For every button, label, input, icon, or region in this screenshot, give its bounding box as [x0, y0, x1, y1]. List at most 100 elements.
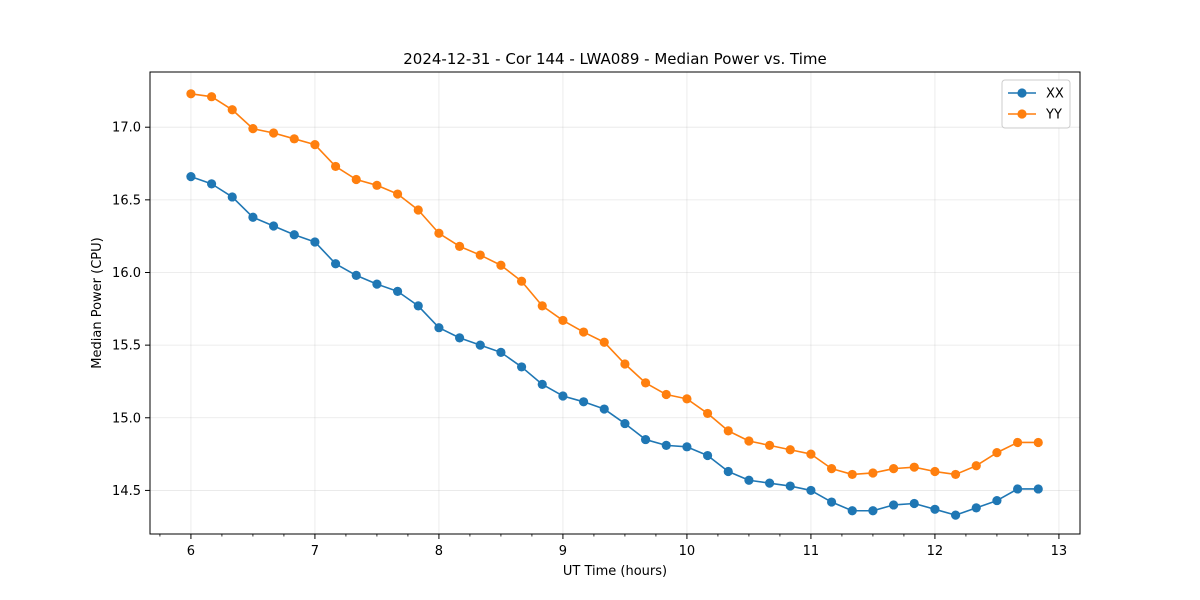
y-tick-label: 16.0: [112, 266, 141, 281]
data-point-yy: [930, 466, 940, 477]
data-point-xx: [806, 485, 816, 496]
data-point-yy: [1012, 437, 1023, 448]
legend-item-xx: XX: [1008, 87, 1064, 102]
data-point-xx: [413, 301, 423, 311]
data-point-yy: [888, 464, 899, 474]
x-tick-label: 13: [1051, 544, 1068, 559]
data-point-yy: [186, 89, 196, 99]
data-point-xx: [909, 498, 919, 509]
chart-title: 2024-12-31 - Cor 144 - LWA089 - Median P…: [403, 50, 827, 68]
legend-label: XX: [1046, 87, 1064, 102]
data-point-xx: [950, 510, 961, 520]
data-point-xx: [206, 179, 217, 189]
data-point-yy: [661, 389, 671, 400]
data-point-xx: [702, 450, 713, 461]
data-point-yy: [206, 92, 217, 102]
data-point-xx: [640, 434, 651, 445]
data-point-xx: [723, 466, 733, 477]
data-point-yy: [516, 276, 527, 286]
x-tick-label: 12: [927, 544, 944, 559]
data-point-xx: [971, 503, 981, 513]
series-xx: [186, 172, 1043, 520]
data-point-yy: [950, 469, 961, 480]
data-point-yy: [558, 315, 568, 326]
y-tick-label: 14.5: [112, 484, 141, 499]
series-layer: [186, 89, 1043, 520]
data-point-xx: [1012, 484, 1023, 494]
data-point-xx: [268, 221, 279, 231]
legend-item-yy: YY: [1008, 108, 1062, 123]
x-tick-label: 10: [679, 544, 696, 559]
data-point-xx: [578, 397, 589, 407]
data-point-yy: [764, 440, 775, 450]
data-point-xx: [599, 404, 609, 414]
data-point-xx: [392, 286, 403, 296]
data-point-xx: [475, 340, 485, 350]
data-point-xx: [744, 475, 754, 485]
data-point-xx: [868, 506, 878, 516]
data-point-yy: [847, 469, 857, 480]
legend: XX YY: [1001, 79, 1071, 129]
data-point-xx: [372, 279, 382, 289]
data-point-yy: [330, 161, 341, 172]
data-point-yy: [620, 359, 630, 369]
data-point-yy: [434, 228, 444, 238]
data-point-xx: [496, 347, 506, 357]
x-tick-label: 6: [187, 544, 195, 559]
data-point-yy: [578, 327, 589, 337]
data-point-yy: [744, 436, 754, 446]
data-point-yy: [268, 128, 279, 138]
data-point-xx: [888, 500, 899, 510]
axes: 6 7 8 9 10 11 12 13 14.5 15.0 15.5 16.0 16.5 17.0: [112, 121, 1067, 559]
data-point-xx: [847, 506, 857, 516]
data-point-yy: [599, 337, 609, 347]
data-point-yy: [868, 468, 878, 478]
data-point-yy: [909, 462, 919, 472]
x-tick-label: 7: [311, 544, 319, 559]
data-point-yy: [496, 260, 506, 270]
grid: [150, 72, 1080, 534]
data-point-yy: [475, 250, 485, 260]
data-point-xx: [785, 481, 795, 491]
data-point-xx: [764, 478, 775, 488]
x-tick-label: 8: [435, 544, 443, 559]
data-point-yy: [454, 241, 465, 251]
series-yy: [186, 89, 1043, 480]
data-point-xx: [310, 237, 320, 247]
data-point-yy: [992, 448, 1002, 458]
data-point-yy: [723, 426, 733, 436]
data-point-xx: [454, 333, 465, 343]
data-point-xx: [826, 497, 837, 507]
data-point-yy: [372, 180, 382, 190]
data-point-xx: [558, 391, 568, 401]
data-point-xx: [682, 442, 692, 452]
data-point-xx: [1033, 484, 1043, 494]
data-point-yy: [351, 174, 361, 185]
data-point-yy: [413, 205, 423, 215]
data-point-yy: [537, 301, 547, 311]
data-point-xx: [330, 259, 341, 269]
data-point-yy: [227, 105, 237, 115]
legend-swatch-marker: [1017, 88, 1027, 98]
data-point-yy: [682, 394, 692, 404]
data-point-yy: [392, 189, 403, 199]
data-point-yy: [971, 461, 981, 471]
x-tick-label: 11: [803, 544, 820, 559]
legend-label: YY: [1045, 108, 1062, 123]
y-tick-label: 15.0: [112, 411, 141, 426]
data-point-xx: [289, 230, 299, 240]
data-point-xx: [620, 418, 630, 429]
plot-frame: [149, 71, 1081, 535]
data-point-xx: [227, 192, 237, 202]
x-tick-label: 9: [559, 544, 567, 559]
data-point-yy: [826, 464, 837, 474]
data-point-xx: [930, 504, 940, 514]
data-point-yy: [310, 140, 320, 150]
y-axis-label: Median Power (CPU): [90, 237, 105, 368]
legend-swatch-marker: [1017, 109, 1027, 119]
data-point-yy: [248, 124, 258, 134]
data-point-xx: [992, 495, 1002, 506]
data-point-xx: [186, 172, 196, 182]
data-point-yy: [806, 449, 816, 459]
